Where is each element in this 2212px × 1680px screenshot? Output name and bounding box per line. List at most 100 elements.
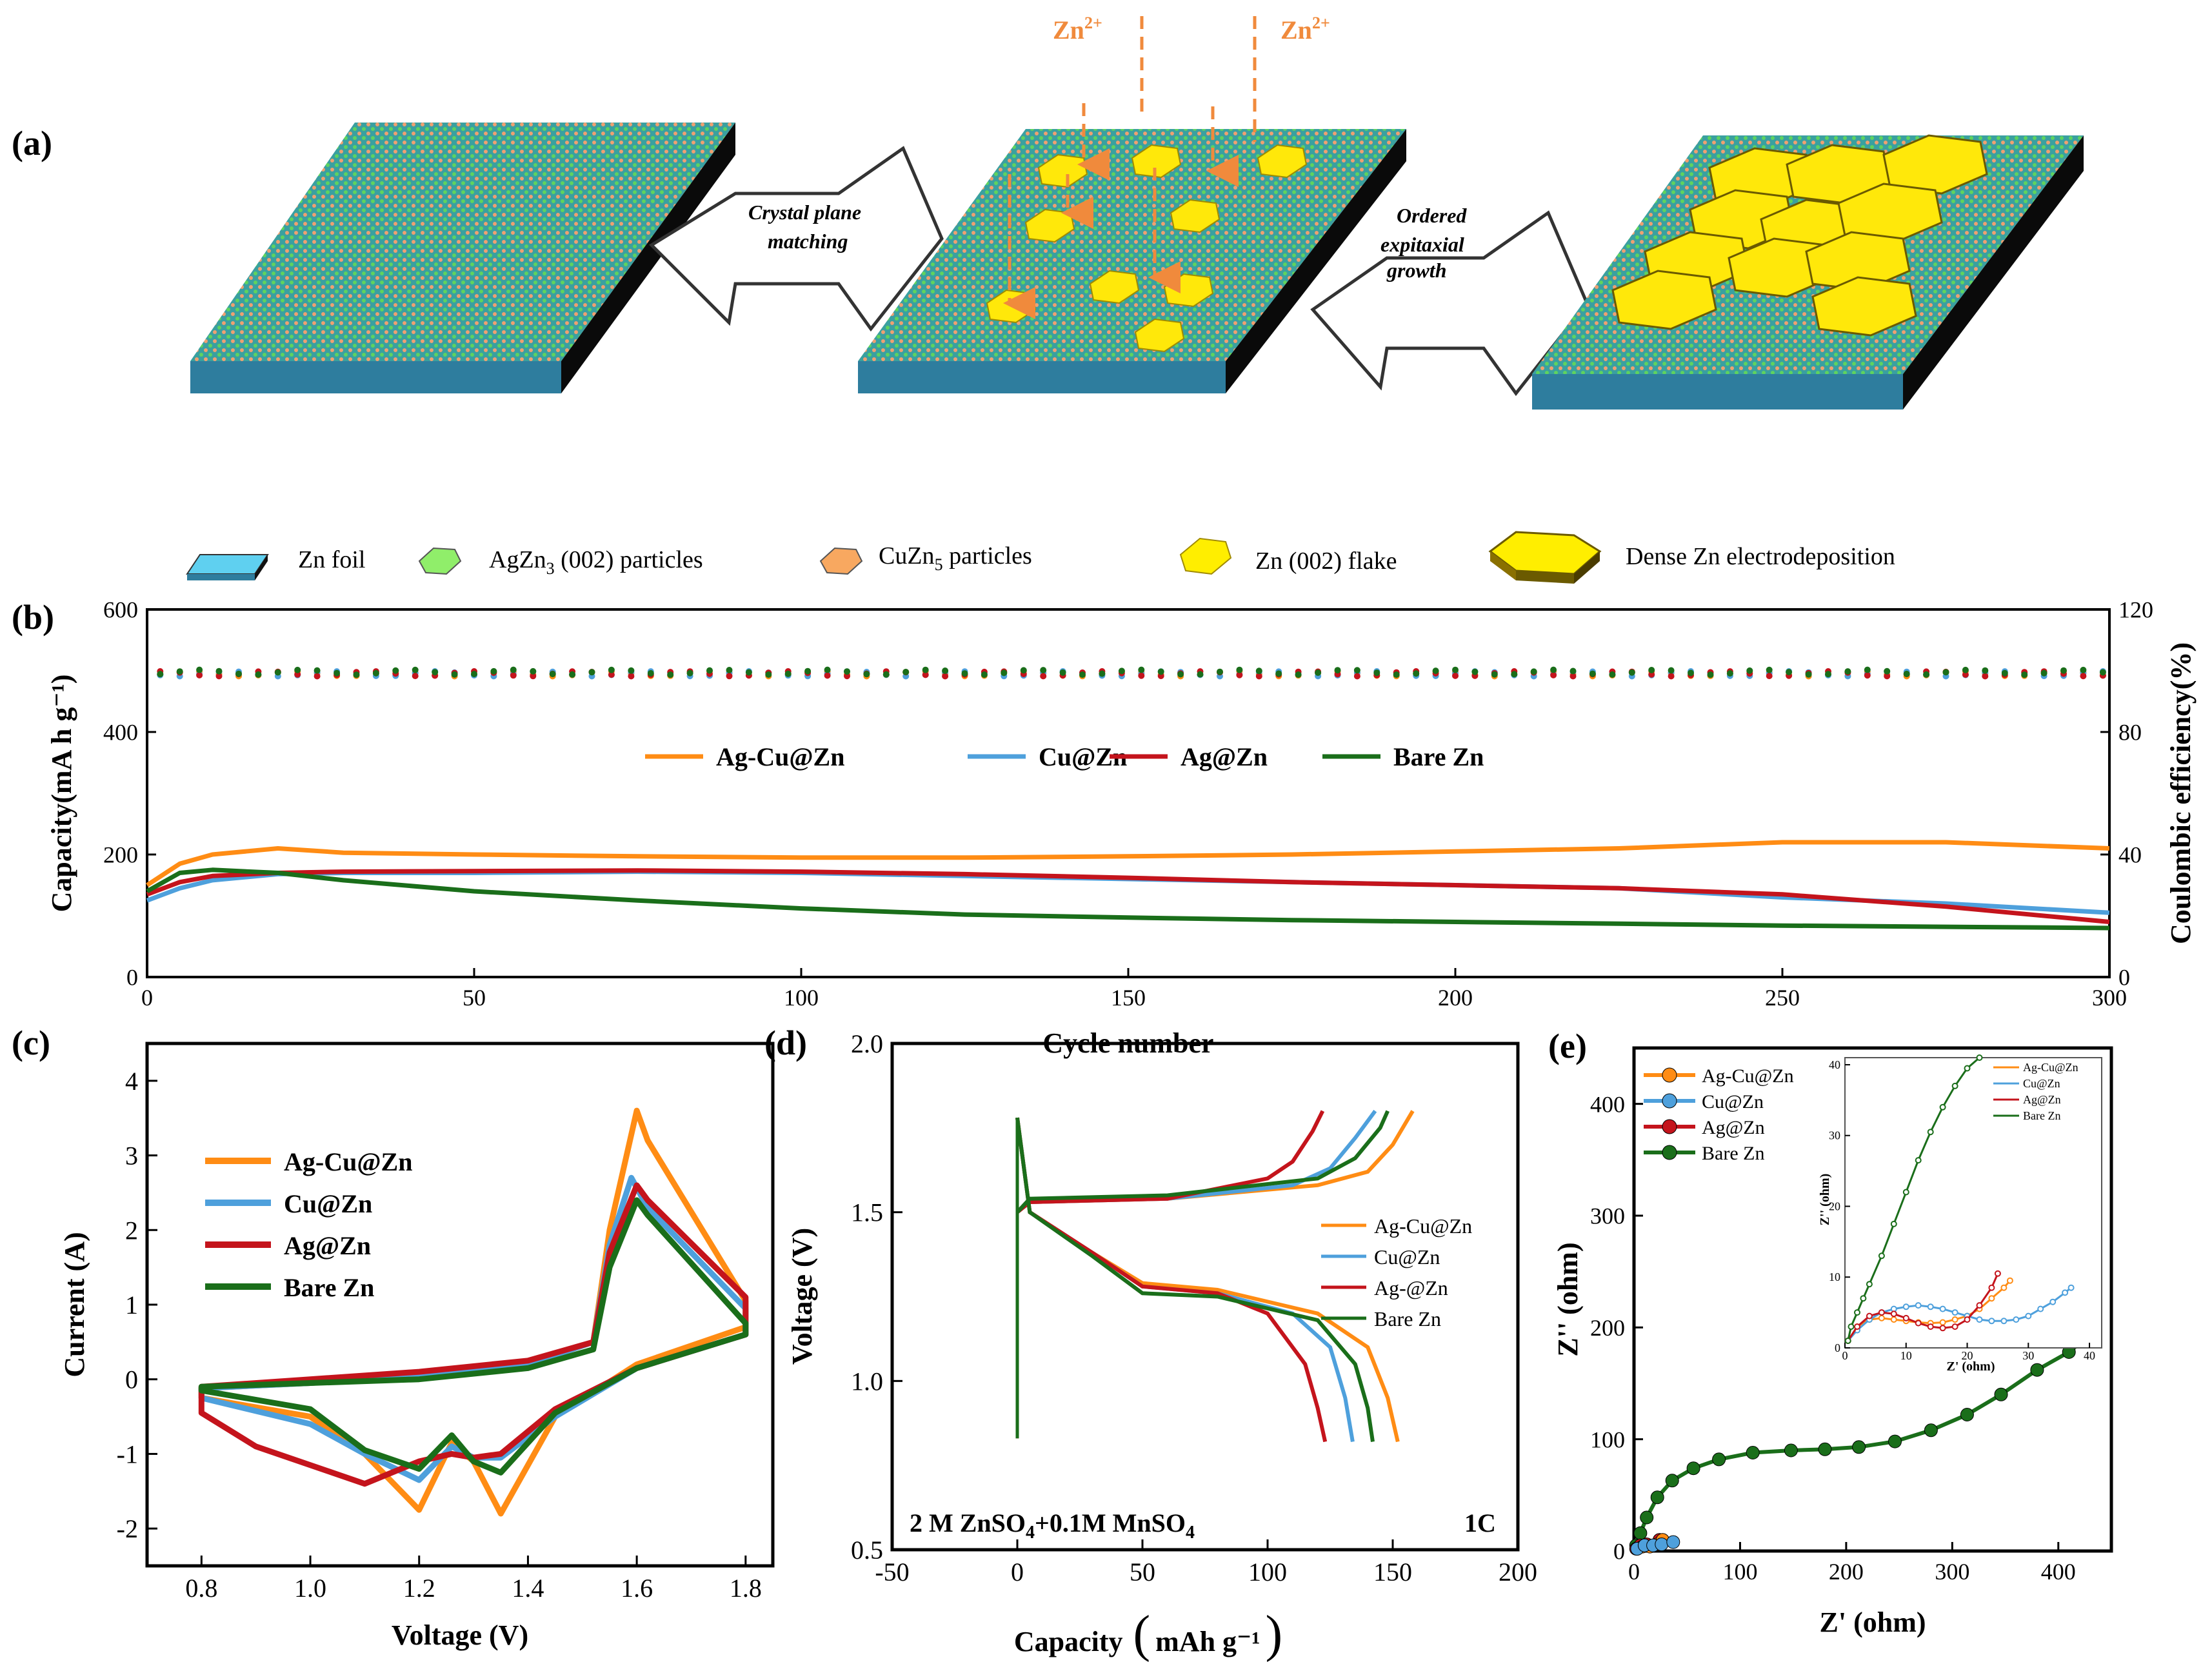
inset-point-ag-zn xyxy=(1902,1314,1909,1321)
ce-point-bare-zn xyxy=(804,667,812,675)
inset-point-cu-zn xyxy=(1951,1309,1958,1316)
eis-point-bare-zn xyxy=(1994,1387,2008,1401)
eis-point-bare-zn xyxy=(1686,1461,1700,1476)
ce-point-bare-zn xyxy=(176,668,183,675)
inset-point-ag-zn xyxy=(1994,1270,2001,1277)
ce-point-bare-zn xyxy=(1275,670,1282,677)
ce-point-bare-zn xyxy=(647,670,654,677)
ce-point-bare-zn xyxy=(1217,668,1223,675)
x-tick-label: 50 xyxy=(1130,1557,1155,1586)
legend-label-ag-cu-zn: Ag-Cu@Zn xyxy=(284,1147,412,1176)
eis-point-bare-zn xyxy=(1852,1440,1866,1454)
x-tick-label: 0 xyxy=(141,985,153,1011)
ce-point-bare-zn xyxy=(942,667,949,674)
ce-point-ag-zn xyxy=(196,672,203,678)
ce-point-bare-zn xyxy=(1452,666,1459,673)
plot-frame-e xyxy=(1632,1046,2113,1553)
ce-point-ag-zn xyxy=(530,673,537,680)
ce-point-ag-zn xyxy=(1982,673,1989,680)
ce-point-bare-zn xyxy=(608,666,615,673)
ce-point-bare-zn xyxy=(530,667,537,675)
ce-point-bare-zn xyxy=(844,668,850,675)
y-tick-label: 4 xyxy=(125,1067,138,1096)
inset-x-tick-label: 30 xyxy=(2022,1349,2034,1362)
ce-point-ag-zn xyxy=(412,673,419,680)
inset-point-cu-zn xyxy=(2068,1284,2075,1291)
ce-point-bare-zn xyxy=(1903,671,1910,677)
panel-c-label: (c) xyxy=(12,1023,50,1062)
ce-point-bare-zn xyxy=(1786,669,1793,676)
panel-a: (a) Crystal plane matching xyxy=(12,14,2084,584)
ce-point-bare-zn xyxy=(1177,671,1184,678)
inset-legend: Ag-Cu@Zn Cu@Zn Ag@Zn Bare Zn xyxy=(1993,1061,2078,1122)
ce-point-bare-zn xyxy=(667,671,674,678)
ce-point-bare-zn xyxy=(1059,669,1066,676)
ce-point-bare-zn xyxy=(922,666,929,673)
inset-x-tick-label: 20 xyxy=(1962,1349,1973,1362)
plot-frame-c xyxy=(145,1042,775,1568)
ce-point-ag-zn xyxy=(942,673,949,680)
x-tick-label: 200 xyxy=(1829,1559,1864,1585)
inset-y-tick-label: 10 xyxy=(1829,1270,1840,1283)
ce-point-ag-zn xyxy=(1668,673,1675,680)
y-left-axis-title-b: Capacity(mA h g⁻¹) xyxy=(46,675,77,913)
ce-point-ag-zn xyxy=(824,672,831,679)
inset-point-cu-zn xyxy=(2049,1298,2057,1305)
ce-point-bare-zn xyxy=(686,669,693,677)
y-tick-label: 400 xyxy=(103,720,138,746)
legend-zn-flake: Zn (002) flake xyxy=(1255,548,1397,575)
ce-point-bare-zn xyxy=(1844,668,1851,675)
zn-ion-label-2: Zn2+ xyxy=(1280,14,1330,44)
inset-point-cu-zn xyxy=(2000,1318,2008,1325)
x-axis-title-e: Z' (ohm) xyxy=(1820,1606,1926,1638)
y-ticks-c: -2 -1 0 1 2 3 4 xyxy=(117,1067,157,1543)
inset-point-bare-zn xyxy=(1878,1252,1885,1260)
ce-point-bare-zn xyxy=(1726,670,1733,677)
legend-marker-ag-zn xyxy=(1662,1119,1677,1134)
inset-point-ag-cu-zn xyxy=(2000,1284,2008,1291)
x-ticks-b: 0 50 100 150 200 250 300 xyxy=(141,968,2127,1011)
ce-point-bare-zn xyxy=(1020,667,1027,674)
inset-legend-label-bare-zn: Bare Zn xyxy=(2023,1109,2060,1122)
inset-legend-label-ag-cu-zn: Ag-Cu@Zn xyxy=(2023,1061,2078,1074)
zn-foil-slab xyxy=(190,123,735,393)
legend-marker-ag-cu-zn xyxy=(1662,1067,1677,1083)
inset-point-ag-zn xyxy=(1976,1302,1983,1309)
inset-point-cu-zn xyxy=(2025,1312,2032,1319)
y-tick-label: 0 xyxy=(125,1365,138,1394)
zn-flakes xyxy=(986,144,1308,353)
x-tick-label: 1.2 xyxy=(403,1574,435,1603)
y-tick-label: 40 xyxy=(2118,842,2142,868)
y-tick-label: 2.0 xyxy=(851,1029,883,1058)
y-axis-title-c: Current (A) xyxy=(59,1232,90,1377)
inset-x-title: Z' (ohm) xyxy=(1947,1359,1995,1374)
ce-point-bare-zn xyxy=(1569,667,1577,675)
ce-point-bare-zn xyxy=(569,671,576,678)
inset-point-bare-zn xyxy=(1890,1220,1897,1227)
ce-point-bare-zn xyxy=(1746,667,1753,674)
legend-label-bare-zn: Bare Zn xyxy=(1702,1143,1764,1164)
ce-point-bare-zn xyxy=(1413,670,1420,677)
ce-point-bare-zn xyxy=(1805,671,1812,678)
panel-a-label: (a) xyxy=(12,124,52,163)
x-tick-label: 300 xyxy=(1935,1559,1969,1585)
legend-e: Ag-Cu@Zn Cu@Zn Ag@Zn Bare Zn xyxy=(1644,1065,1794,1164)
cv-loop-cu-zn xyxy=(198,1174,749,1483)
ce-point-bare-zn xyxy=(882,671,890,678)
ce-point-bare-zn xyxy=(215,667,223,675)
ce-point-bare-zn xyxy=(412,666,419,673)
legend-d: Ag-Cu@Zn Cu@Zn Ag-@Zn Bare Zn xyxy=(1321,1214,1472,1330)
inset-y-title: Z'' (ohm) xyxy=(1818,1174,1832,1226)
zn-foil-icon xyxy=(186,554,269,580)
y-ticks-e: 0 100 200 300 400 xyxy=(1590,1091,1643,1565)
ce-point-bare-zn xyxy=(1353,667,1360,674)
inset-point-bare-zn xyxy=(1915,1157,1922,1164)
inset-point-ag-zn xyxy=(1915,1319,1922,1327)
y-axis-title-d: Voltage (V) xyxy=(786,1228,818,1365)
y-ticks-d: 0.5 1.0 1.5 2.0 xyxy=(851,1029,902,1565)
ce-point-ag-zn xyxy=(1569,673,1577,680)
schematic-legend: Zn foil AgZn3 (002) particles CuZn5 part… xyxy=(186,531,1895,584)
ce-point-bare-zn xyxy=(1688,669,1694,677)
legend-dense: Dense Zn electrodeposition xyxy=(1626,543,1895,570)
inset-point-ag-zn xyxy=(1939,1325,1946,1332)
